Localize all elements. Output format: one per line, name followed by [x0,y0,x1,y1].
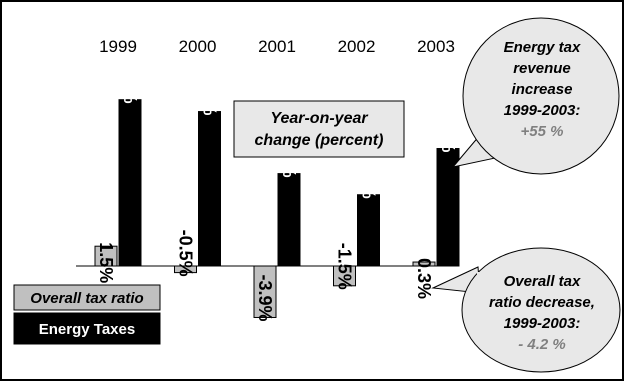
bars-layer [94,99,460,318]
data-label-energy-1999: 12.6% [120,53,140,104]
annotation-overall-value: - 4.2 % [518,336,566,353]
legend: Overall tax ratio Energy Taxes [13,284,161,345]
data-label-energy-2000: 11.7% [200,66,220,116]
annotation-bubble-overall: Overall tax ratio decrease, 1999-2003: - 4.… [431,247,621,373]
category-label-1999: 1999 [99,37,137,56]
chart-title-box: Year-on-year change (percent) [233,100,405,158]
data-label-overall-2000: -0.5% [176,230,196,277]
annotation-energy-line-3: increase [512,81,573,98]
data-label-overall-2001: -3.9% [255,274,275,321]
annotation-energy-text: Energy tax revenue increase 1999-2003: +55 % [504,39,581,140]
data-label-overall-2002: -1.5% [335,243,355,290]
data-label-overall-2003: 0.3% [414,258,434,299]
category-label-2002: 2002 [338,37,376,56]
annotation-overall-text: Overall tax ratio decrease, 1999-2003: - 4.… [489,273,595,353]
annotation-overall-line-3: 1999-2003: [504,315,581,332]
bar-energy-2002 [357,194,380,267]
annotation-energy-line-1: Energy tax [504,39,581,56]
legend-overall-label: Overall tax ratio [30,290,143,307]
legend-energy-label: Energy Taxes [39,321,135,338]
annotation-overall-line-2: ratio decrease, [489,294,595,311]
legend-energy-swatch [13,312,161,345]
legend-overall-swatch [13,284,161,311]
bar-energy-2000 [198,111,221,267]
annotation-energy-value: +55 % [521,123,564,140]
category-labels-layer: 1999 2000 2001 2002 2003 [99,37,455,56]
bar-energy-2001 [277,173,301,267]
chart-title-line-1: Year-on-year [270,110,368,127]
data-label-energy-2003: 8.9% [438,111,458,152]
category-label-2003: 2003 [417,37,455,56]
annotation-overall-line-1: Overall tax [504,273,581,290]
category-label-2000: 2000 [179,37,217,56]
bar-energy-1999 [118,99,142,267]
annotation-bubble-energy: Energy tax revenue increase 1999-2003: +55 % [451,17,620,175]
annotation-energy-line-4: 1999-2003: [504,102,581,119]
data-label-overall-1999: 1.5% [96,242,116,283]
data-label-energy-2002: 5.4% [359,158,379,199]
annotation-energy-line-2: revenue [513,60,571,77]
chart-title-line-2: change (percent) [255,132,384,149]
category-label-2001: 2001 [258,37,296,56]
